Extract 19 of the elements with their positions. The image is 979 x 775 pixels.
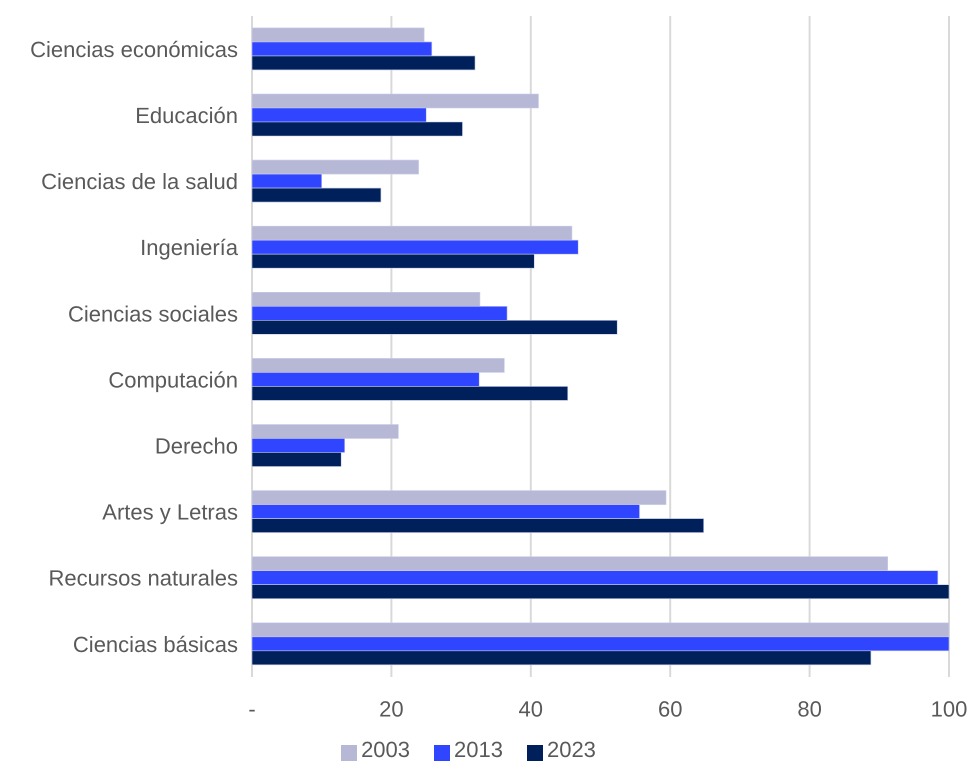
x-tick-label: 20 bbox=[379, 696, 404, 722]
legend-label: 2003 bbox=[361, 737, 410, 762]
y-tick-label: Educación bbox=[135, 102, 238, 128]
x-tick-label: - bbox=[248, 696, 256, 722]
legend-label: 2013 bbox=[454, 737, 503, 762]
x-tick-label: 40 bbox=[518, 696, 544, 722]
y-tick-label: Derecho bbox=[154, 433, 238, 458]
x-tick-label: 60 bbox=[658, 696, 682, 722]
y-tick-label: Recursos naturales bbox=[48, 566, 238, 591]
x-tick-label: 100 bbox=[930, 696, 968, 722]
y-tick-label: Ciencias básicas bbox=[72, 632, 238, 657]
y-tick-label: Ciencias de la salud bbox=[41, 169, 238, 194]
y-tick-label: Ciencias económicas bbox=[30, 36, 238, 62]
y-tick-label: Computación bbox=[108, 367, 238, 392]
y-tick-label: Ingeniería bbox=[140, 235, 239, 260]
y-tick-label: Artes y Letras bbox=[102, 500, 238, 525]
legend-label: 2023 bbox=[546, 737, 596, 762]
x-tick-label: 80 bbox=[797, 696, 822, 722]
y-tick-label: Ciencias sociales bbox=[68, 301, 238, 326]
